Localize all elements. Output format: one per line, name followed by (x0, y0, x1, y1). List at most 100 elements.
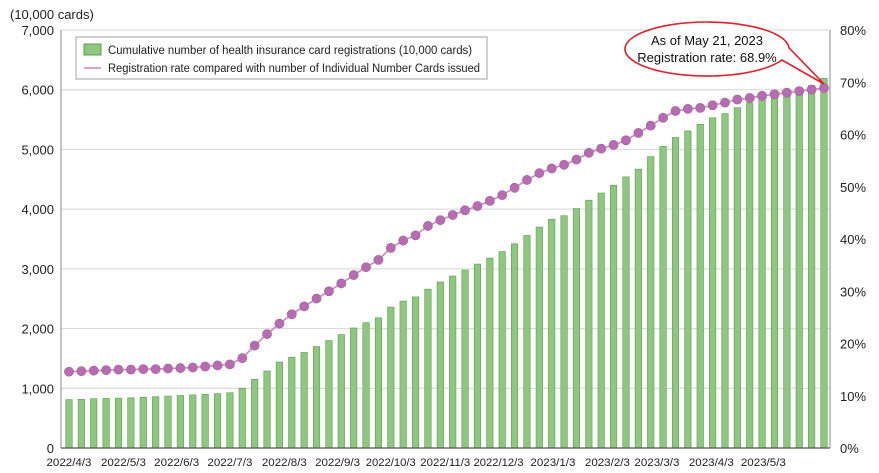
bar (424, 288, 432, 449)
x-axis-tick-label: 2022/9/3 (315, 457, 360, 469)
bar-series (65, 78, 828, 449)
legend-line-label: Registration rate compared with number o… (108, 63, 480, 75)
rate-point (757, 90, 768, 101)
rate-point (769, 89, 780, 100)
bar (399, 300, 407, 449)
rate-point (398, 235, 409, 246)
legend-bar-label: Cumulative number of health insurance ca… (108, 45, 472, 57)
rate-point (324, 286, 334, 297)
bar (572, 208, 581, 449)
bar (523, 235, 531, 449)
left-axis-tick-label: 7,000 (21, 23, 54, 38)
rate-point (113, 364, 124, 375)
bar (127, 397, 135, 449)
bar (102, 398, 110, 449)
left-axis-tick-label: 0 (47, 441, 54, 456)
x-axis-tick-label: 2022/10/3 (366, 457, 416, 469)
x-axis-tick-label: 2022/7/3 (207, 457, 252, 469)
left-axis-tick-label: 3,000 (21, 262, 54, 277)
bar (597, 192, 605, 449)
bar (90, 398, 98, 449)
bar (449, 275, 457, 449)
right-axis-ticks: 0% 10% 20% 30% 40% 50% 60% 70% 80% (840, 23, 866, 456)
legend-bar-swatch (83, 43, 102, 56)
left-axis-tick-label: 6,000 (21, 83, 54, 98)
bar (473, 263, 481, 449)
gridlines (61, 29, 830, 389)
rate-point (336, 278, 347, 289)
rate-point (645, 120, 656, 131)
bar (733, 107, 741, 449)
right-axis-tick-label: 80% (840, 23, 866, 38)
bar (535, 226, 543, 449)
legend: Cumulative number of health insurance ca… (75, 36, 488, 80)
bar (65, 399, 73, 449)
bar (671, 137, 680, 449)
right-axis-tick-label: 0% (840, 441, 859, 456)
rate-point (348, 270, 359, 280)
x-axis-tick-label: 2023/3/3 (634, 457, 679, 469)
rate-point (447, 210, 458, 220)
rate-point (509, 182, 520, 193)
bar (164, 395, 172, 449)
bar (461, 269, 469, 449)
rate-point (101, 365, 112, 376)
bar (634, 168, 642, 449)
bar (300, 352, 308, 449)
rate-point (212, 360, 223, 371)
rate-point (744, 93, 755, 103)
x-axis-tick-label: 2022/12/3 (473, 457, 523, 469)
rate-point (571, 154, 582, 165)
bar (263, 370, 271, 449)
bar (560, 215, 568, 449)
rate-point (423, 221, 433, 231)
rate-point (484, 195, 495, 206)
x-axis-tick-label: 2023/2/3 (585, 457, 630, 469)
rate-point (559, 159, 569, 170)
rate-point (150, 364, 161, 375)
bar (746, 102, 754, 449)
rate-point (546, 163, 557, 174)
bar (696, 124, 704, 449)
x-axis-tick-label: 2022/4/3 (47, 457, 92, 469)
rate-point (200, 361, 211, 372)
rate-point (534, 168, 545, 179)
rate-point (670, 106, 681, 116)
rate-point (497, 190, 508, 201)
bar (709, 117, 717, 449)
rate-point (460, 205, 470, 216)
right-axis-tick-label: 60% (840, 128, 866, 143)
bar (189, 394, 197, 449)
rate-point (274, 318, 285, 329)
bar (362, 322, 370, 449)
left-axis-unit-label: (10,000 cards) (10, 7, 94, 22)
rate-point (732, 94, 743, 105)
x-axis-tick-label: 2022/8/3 (262, 457, 307, 469)
rate-point (286, 309, 297, 320)
rate-point (583, 147, 594, 158)
rate-point (522, 175, 532, 185)
bar (511, 243, 519, 449)
annotation-line-2: Registration rate: 68.9% (637, 50, 777, 65)
right-axis-tick-label: 20% (840, 337, 866, 352)
rate-point (262, 329, 272, 339)
rate-point (187, 362, 198, 373)
rate-point (361, 262, 371, 273)
rate-point (249, 340, 260, 351)
bar (114, 397, 123, 449)
x-axis-ticks: 2022/4/3 2022/5/3 2022/6/3 2022/7/3 2022/8/3… (47, 457, 786, 469)
bar (647, 156, 655, 449)
rate-point (633, 128, 644, 138)
axes (60, 30, 831, 449)
right-axis-tick-label: 70% (840, 75, 866, 90)
rate-point (385, 242, 396, 253)
rate-point (175, 363, 186, 373)
bar (795, 88, 803, 449)
rate-point (707, 100, 718, 111)
rate-point (125, 364, 136, 375)
bar (213, 393, 222, 449)
bar (808, 85, 816, 449)
bar (201, 393, 209, 449)
rate-point (806, 84, 817, 95)
bar (585, 199, 593, 449)
